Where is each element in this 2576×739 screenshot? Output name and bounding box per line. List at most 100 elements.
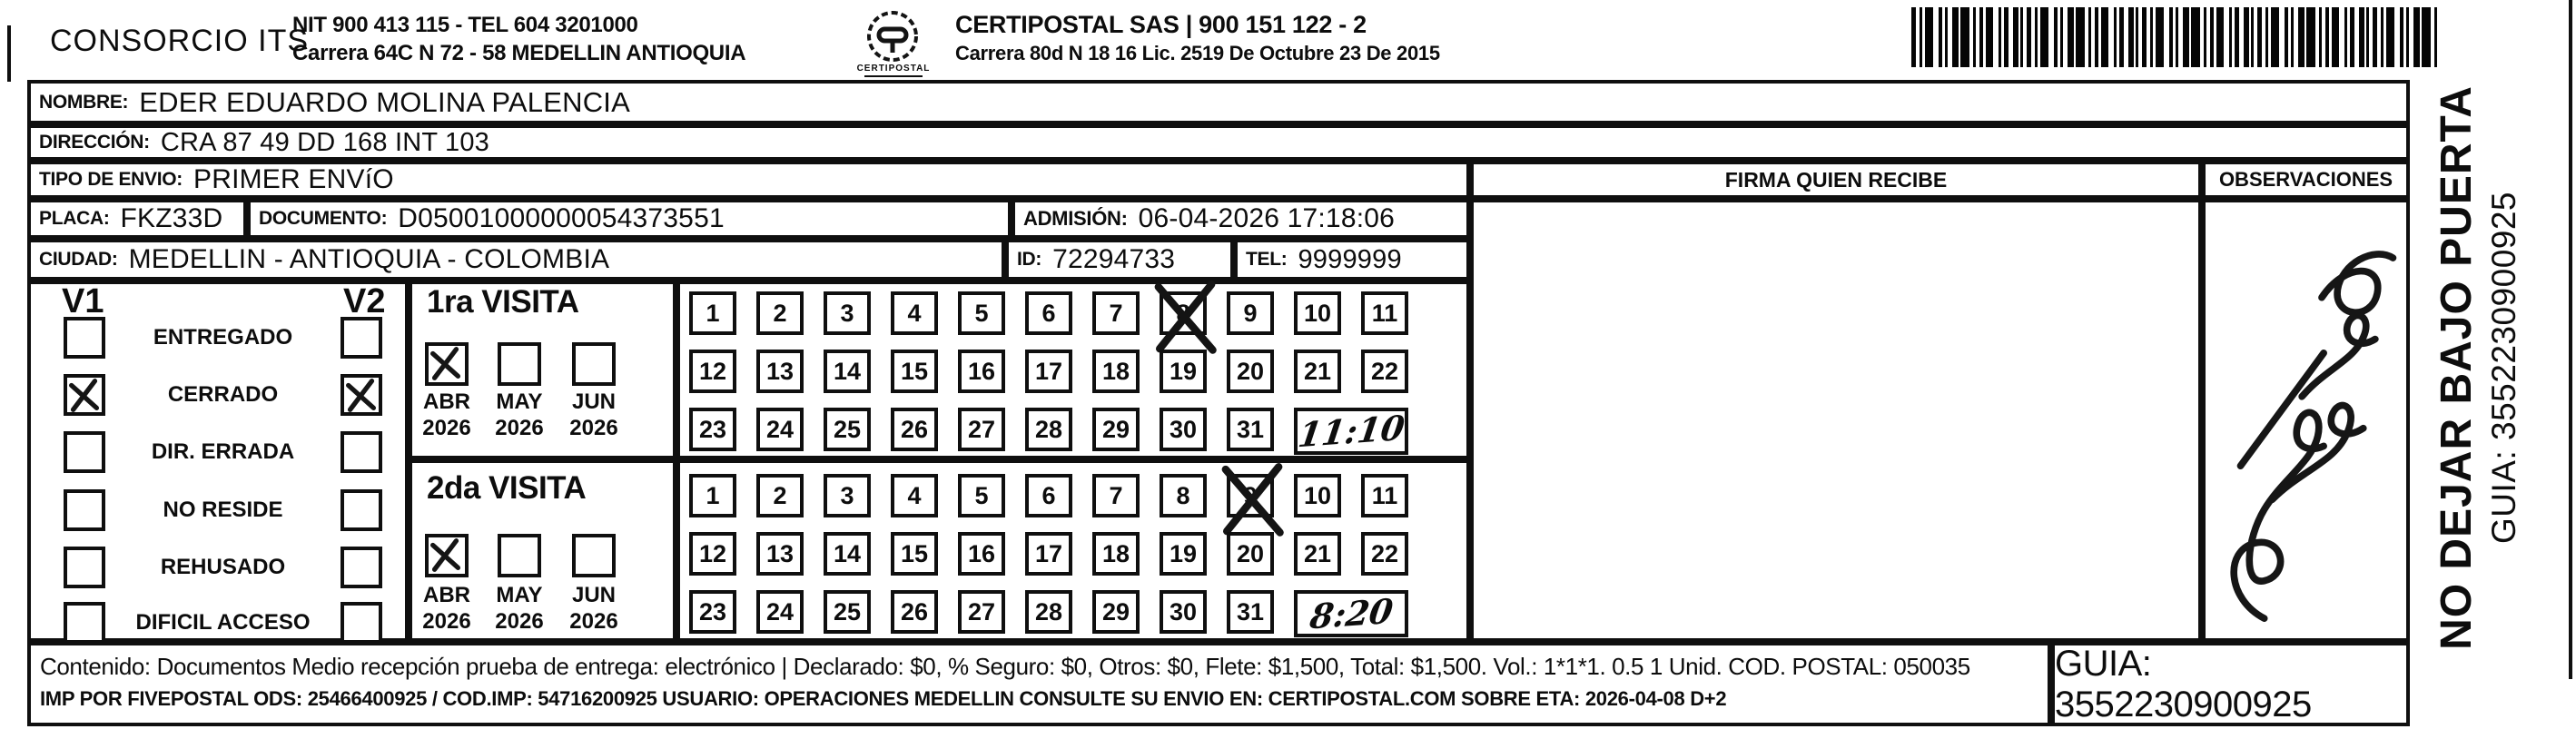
visit2-day-31[interactable]: 31 <box>1227 590 1274 634</box>
checkbox-v1-no-reside[interactable] <box>64 489 105 531</box>
visit1-month-label: MAY <box>496 389 543 414</box>
visit1-day-25[interactable]: 25 <box>824 408 871 451</box>
checkbox-v2-entregado[interactable] <box>341 317 382 359</box>
visit2-day-22[interactable]: 22 <box>1361 532 1408 576</box>
visit2-day-3[interactable]: 3 <box>824 474 871 517</box>
visit2-day-16[interactable]: 16 <box>958 532 1005 576</box>
visit1-day-24[interactable]: 24 <box>756 408 804 451</box>
visit2-day-8[interactable]: 8 <box>1160 474 1207 517</box>
visit2-day-28[interactable]: 28 <box>1025 590 1072 634</box>
visit1-day-26[interactable]: 26 <box>891 408 938 451</box>
checkbox-v2-no-reside[interactable] <box>341 489 382 531</box>
visit1-day-3[interactable]: 3 <box>824 291 871 335</box>
visit2-day-5[interactable]: 5 <box>958 474 1005 517</box>
visit1-month-panel: 1ra VISITA ABR 2026 MAY 2026 JUN 2026 <box>409 281 676 459</box>
visit1-day-15[interactable]: 15 <box>891 350 938 393</box>
visit2-day-17[interactable]: 17 <box>1025 532 1072 576</box>
visit2-day-10[interactable]: 10 <box>1294 474 1341 517</box>
visit2-month-may-checkbox[interactable] <box>498 534 541 577</box>
visit2-day-12[interactable]: 12 <box>689 532 736 576</box>
visit2-month-year: 2026 <box>422 609 471 634</box>
visit2-day-23[interactable]: 23 <box>689 590 736 634</box>
visit2-day-27[interactable]: 27 <box>958 590 1005 634</box>
visit2-day-2[interactable]: 2 <box>756 474 804 517</box>
visit1-day-2[interactable]: 2 <box>756 291 804 335</box>
checkbox-v1-cerrado[interactable] <box>64 374 105 416</box>
visit1-day-8[interactable]: 8 <box>1154 281 1217 354</box>
checkbox-v2-dir-errada[interactable] <box>341 431 382 473</box>
visit2-title: 2da VISITA <box>427 470 587 506</box>
direccion-value: CRA 87 49 DD 168 INT 103 <box>160 127 489 157</box>
visit1-day-27[interactable]: 27 <box>958 408 1005 451</box>
visit2-day-11[interactable]: 11 <box>1361 474 1408 517</box>
visit1-day-31[interactable]: 31 <box>1227 408 1274 451</box>
visit1-day-5[interactable]: 5 <box>958 291 1005 335</box>
visit1-day-14[interactable]: 14 <box>824 350 871 393</box>
cell-tel: TEL: 9999999 <box>1234 239 1470 281</box>
checkbox-v1-entregado[interactable] <box>64 317 105 359</box>
checkbox-v1-dir-errada[interactable] <box>64 431 105 473</box>
checkbox-v2-rehusado[interactable] <box>341 547 382 588</box>
visit2-month-jun-checkbox[interactable] <box>572 534 616 577</box>
visit1-day-13[interactable]: 13 <box>756 350 804 393</box>
visit2-day-4[interactable]: 4 <box>891 474 938 517</box>
firma-signature-area[interactable] <box>1470 199 2202 642</box>
visit1-month-may-checkbox[interactable] <box>498 342 541 386</box>
visit1-month-abr-checkbox[interactable] <box>425 342 469 386</box>
visit2-day-9[interactable]: 9 <box>1221 463 1284 537</box>
visit1-day-11[interactable]: 11 <box>1361 291 1408 335</box>
placa-value: FKZ33D <box>120 203 223 233</box>
stamp-circle-icon <box>867 11 918 62</box>
visit1-day-22[interactable]: 22 <box>1361 350 1408 393</box>
visit1-day-9[interactable]: 9 <box>1227 291 1274 335</box>
visit1-day-10[interactable]: 10 <box>1294 291 1341 335</box>
logo-caption: CERTIPOSTAL <box>856 64 931 74</box>
visit2-day-25[interactable]: 25 <box>824 590 871 634</box>
visit2-day-21[interactable]: 21 <box>1294 532 1341 576</box>
visit2-day-6[interactable]: 6 <box>1025 474 1072 517</box>
visit1-day-7[interactable]: 7 <box>1092 291 1140 335</box>
visit1-day-12[interactable]: 12 <box>689 350 736 393</box>
visit1-month-jun-checkbox[interactable] <box>572 342 616 386</box>
visit2-day-26[interactable]: 26 <box>891 590 938 634</box>
visit1-day-23[interactable]: 23 <box>689 408 736 451</box>
observaciones-area[interactable] <box>2202 199 2410 642</box>
visit2-day-13[interactable]: 13 <box>756 532 804 576</box>
tipo-envio-label: TIPO DE ENVIO: <box>39 169 183 190</box>
visit1-day-29[interactable]: 29 <box>1092 408 1140 451</box>
v2-header: V2 <box>343 282 386 320</box>
visit1-day-19[interactable]: 19 <box>1160 350 1207 393</box>
visit1-day-20[interactable]: 20 <box>1227 350 1274 393</box>
visit2-day-14[interactable]: 14 <box>824 532 871 576</box>
visit2-day-7[interactable]: 7 <box>1092 474 1140 517</box>
visit1-month-label: JUN <box>571 389 616 414</box>
checkbox-v1-rehusado[interactable] <box>64 547 105 588</box>
visit1-day-4[interactable]: 4 <box>891 291 938 335</box>
visit1-day-28[interactable]: 28 <box>1025 408 1072 451</box>
checkbox-v1-dificil-acceso[interactable] <box>64 602 105 644</box>
visit2-day-20[interactable]: 20 <box>1227 532 1274 576</box>
visit2-day-15[interactable]: 15 <box>891 532 938 576</box>
tipo-envio-value: PRIMER ENVíO <box>193 164 394 194</box>
visit2-month-year: 2026 <box>569 609 618 634</box>
visit2-day-29[interactable]: 29 <box>1092 590 1140 634</box>
visit2-day-1[interactable]: 1 <box>689 474 736 517</box>
visit2-month-label: ABR <box>423 583 470 607</box>
visit2-month-abr-checkbox[interactable] <box>425 534 469 577</box>
visit2-day-24[interactable]: 24 <box>756 590 804 634</box>
visit1-day-21[interactable]: 21 <box>1294 350 1341 393</box>
visit2-day-18[interactable]: 18 <box>1092 532 1140 576</box>
visit1-day-16[interactable]: 16 <box>958 350 1005 393</box>
visit1-day-18[interactable]: 18 <box>1092 350 1140 393</box>
firma-header-label: FIRMA QUIEN RECIBE <box>1724 167 1948 192</box>
visit2-day-grid: 1 2 3 4 5 6 7 8 9 10 11 12 13 14 15 16 17 18 19 20 21 22 23 24 2… <box>689 463 1408 637</box>
checkbox-v2-cerrado[interactable] <box>341 374 382 416</box>
visit2-day-30[interactable]: 30 <box>1160 590 1207 634</box>
visit2-day-19[interactable]: 19 <box>1160 532 1207 576</box>
checkbox-v2-dificil-acceso[interactable] <box>341 602 382 644</box>
visit1-day-6[interactable]: 6 <box>1025 291 1072 335</box>
visit1-day-30[interactable]: 30 <box>1160 408 1207 451</box>
footer-content-cell: Contenido: Documentos Medio recepción pr… <box>27 642 2051 726</box>
visit1-day-1[interactable]: 1 <box>689 291 736 335</box>
visit1-day-17[interactable]: 17 <box>1025 350 1072 393</box>
